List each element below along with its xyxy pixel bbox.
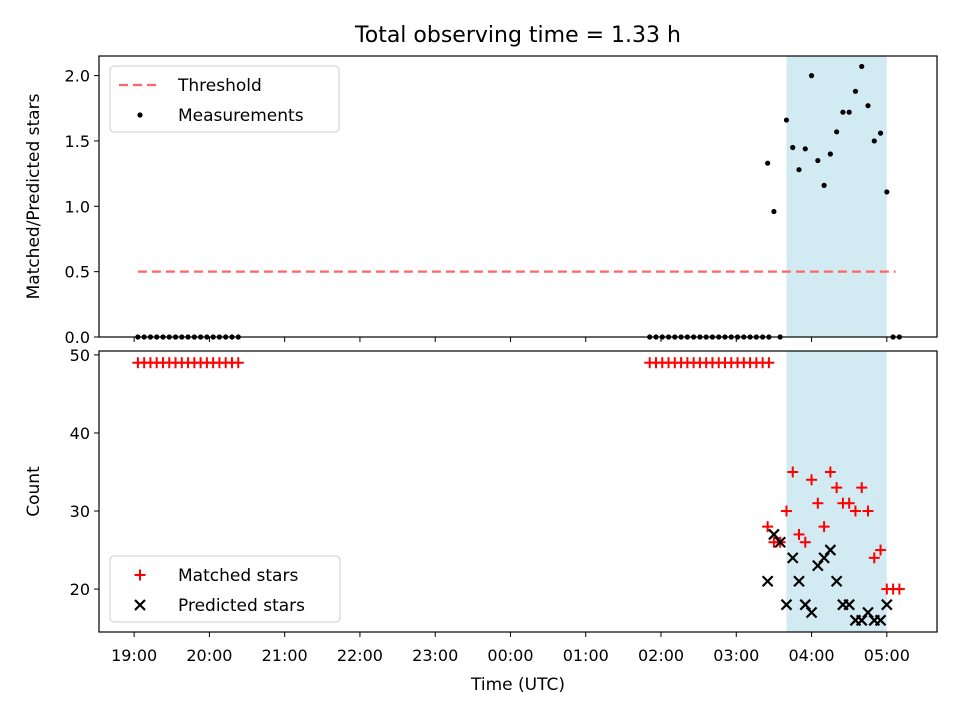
plot-frame	[98, 350, 938, 633]
data-point	[232, 357, 244, 369]
legend: Matched stars Predicted stars	[109, 555, 341, 623]
figure-title: Total observing time = 1.33 h	[354, 23, 681, 48]
data-point	[799, 536, 811, 548]
data-point	[843, 497, 855, 509]
data-point	[780, 505, 792, 517]
legend-marker	[134, 569, 146, 581]
data-point	[815, 157, 821, 164]
legend-frame	[109, 555, 341, 623]
legend-frame	[109, 65, 340, 133]
y-tick-label: 0.0	[65, 328, 90, 347]
y-tick-label: 2.0	[65, 67, 90, 86]
data-point	[824, 466, 836, 478]
data-point	[761, 575, 774, 588]
y-axis-label: Matched/Predicted stars	[24, 93, 44, 299]
data-point	[786, 552, 799, 564]
data-point	[793, 528, 805, 540]
x-tick-label: 04:00	[788, 646, 834, 665]
y-axis-label: Count	[24, 466, 44, 517]
plot-frame	[98, 55, 938, 338]
y-tick-label: 20	[70, 580, 90, 599]
legend: Threshold Measurements	[109, 65, 340, 133]
data-point	[802, 146, 808, 152]
x-tick-label: 01:00	[563, 646, 609, 665]
data-point	[877, 130, 884, 136]
data-point	[862, 505, 874, 517]
x-tick-label: 02:00	[638, 646, 684, 665]
x-tick-label: 03:00	[713, 646, 759, 665]
data-point	[884, 189, 890, 195]
data-point	[881, 598, 893, 611]
data-point	[818, 521, 830, 533]
highlight-span	[786, 56, 887, 337]
data-point	[875, 544, 887, 556]
y-tick-label: 50	[70, 346, 90, 365]
data-point	[808, 73, 815, 79]
data-point	[893, 583, 905, 595]
bottom-panel: 20 30 40 50 Count 19:00 20:00 21:00 22:00 23:00 00…	[24, 346, 938, 695]
data-point	[806, 474, 818, 486]
y-tick-label: 1.5	[65, 132, 90, 151]
data-point	[787, 466, 799, 478]
top-panel: 0.0 0.5 1.0 1.5 2.0 Matched/Predicted stars Th…	[24, 55, 938, 347]
data-point	[763, 357, 775, 369]
legend-label: Matched stars	[178, 566, 298, 586]
data-point	[856, 482, 868, 494]
legend-label: Measurements	[178, 106, 304, 126]
data-point	[805, 606, 818, 619]
data-point	[824, 544, 837, 556]
series-1	[761, 528, 893, 627]
y-tick-label: 30	[70, 502, 90, 521]
x-tick-label: 00:00	[487, 646, 533, 665]
data-point	[865, 103, 871, 109]
x-tick-label: 22:00	[337, 646, 383, 665]
data-point	[831, 482, 843, 494]
data-point	[849, 505, 861, 517]
x-tick-label: 05:00	[864, 646, 910, 665]
y-tick-label: 1.0	[65, 197, 90, 216]
legend-marker	[137, 112, 143, 118]
data-point	[843, 598, 855, 611]
legend-marker	[134, 599, 146, 611]
data-point	[790, 144, 796, 151]
data-point	[774, 536, 786, 549]
x-axis-label: Time (UTC)	[470, 675, 565, 695]
data-point	[821, 182, 827, 188]
data-point	[840, 109, 846, 115]
y-tick-label: 40	[70, 424, 90, 443]
data-point	[846, 109, 852, 115]
data-point	[834, 129, 840, 135]
data-point	[762, 521, 774, 533]
data-point	[771, 208, 777, 215]
x-tick-label: 19:00	[111, 646, 157, 665]
legend-label: Threshold	[177, 76, 262, 96]
series-0	[132, 357, 905, 595]
data-point	[765, 160, 771, 166]
data-point	[827, 151, 833, 157]
data-point	[783, 117, 790, 123]
data-point	[868, 552, 880, 564]
legend-label: Predicted stars	[178, 596, 305, 616]
data-point	[830, 575, 843, 588]
data-point	[874, 614, 887, 627]
data-point	[859, 63, 865, 70]
x-tick-label: 20:00	[186, 646, 232, 665]
data-point	[793, 575, 805, 588]
x-tick-label: 23:00	[412, 646, 458, 665]
data-point	[796, 167, 802, 173]
data-point	[780, 598, 793, 611]
data-point	[852, 88, 859, 94]
data-point	[871, 138, 877, 144]
y-tick-label: 0.5	[65, 263, 90, 282]
x-tick-label: 21:00	[262, 646, 308, 665]
data-point	[812, 497, 824, 509]
